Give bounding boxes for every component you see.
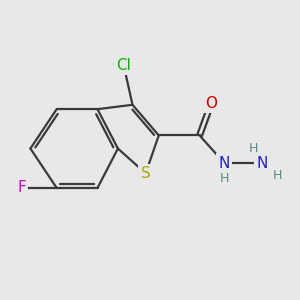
Text: O: O bbox=[205, 96, 217, 111]
Text: S: S bbox=[141, 166, 151, 181]
Text: Cl: Cl bbox=[116, 58, 131, 73]
Text: F: F bbox=[17, 180, 26, 195]
Text: H: H bbox=[273, 169, 282, 182]
Text: H: H bbox=[249, 142, 258, 155]
Text: N: N bbox=[219, 156, 230, 171]
Text: N: N bbox=[256, 156, 268, 171]
Text: H: H bbox=[220, 172, 229, 185]
